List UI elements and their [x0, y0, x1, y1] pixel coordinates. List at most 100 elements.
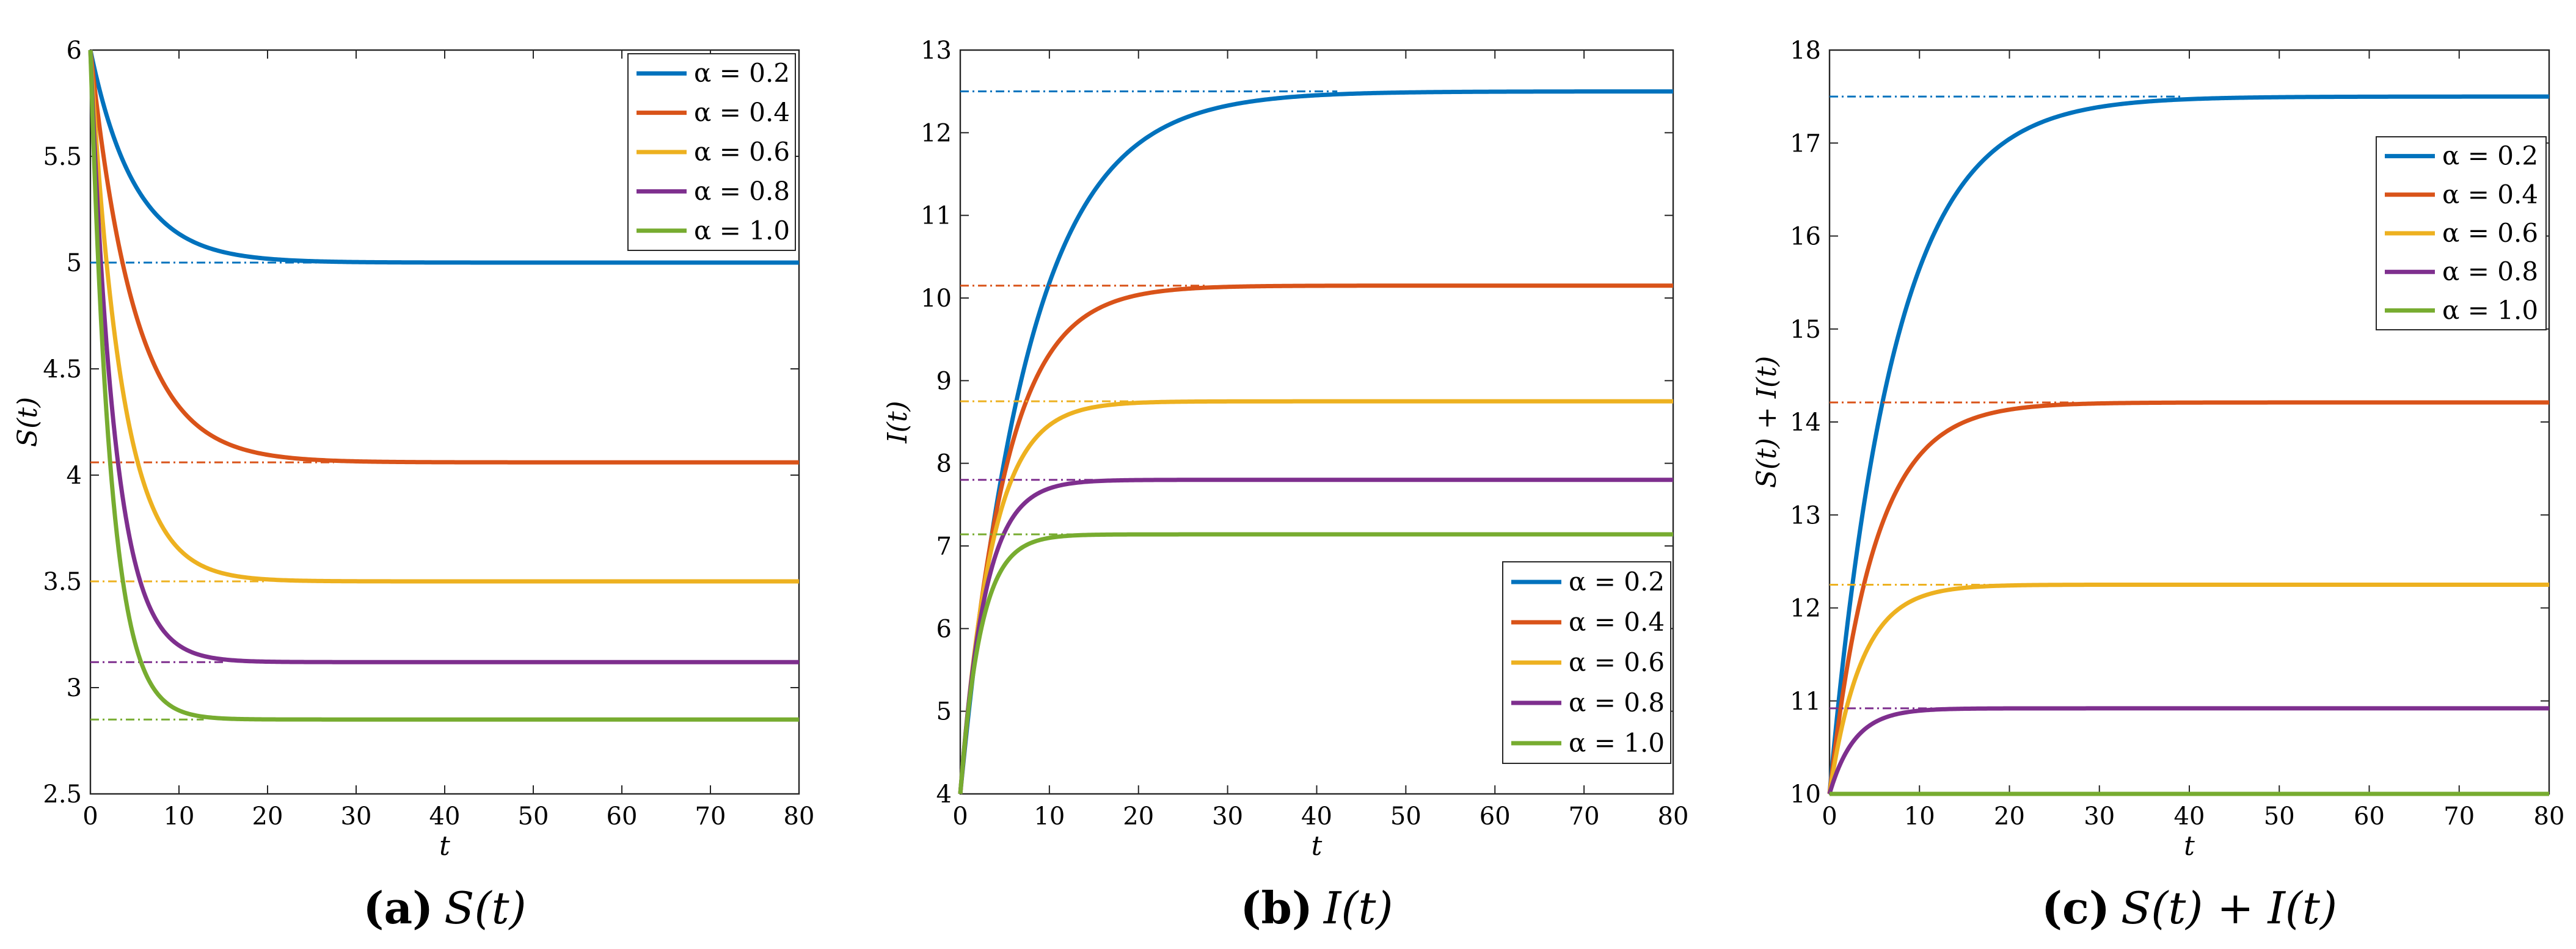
panel-label: (b): [1240, 882, 1312, 934]
x-tick-label: 80: [2534, 802, 2565, 831]
panel-title: S(t): [444, 882, 526, 934]
x-axis-label: t: [439, 831, 450, 862]
legend-entry-label: α = 0.6: [694, 137, 790, 167]
x-tick-label: 30: [1212, 802, 1243, 831]
y-tick-label: 13: [921, 37, 952, 65]
x-tick-label: 0: [952, 802, 968, 831]
x-tick-label: 50: [2264, 802, 2295, 831]
y-tick-label: 5: [936, 698, 952, 726]
y-tick-label: 10: [921, 285, 952, 313]
x-tick-label: 20: [1123, 802, 1154, 831]
y-tick-label: 17: [1790, 129, 1821, 158]
x-tick-label: 70: [695, 802, 726, 831]
x-tick-label: 0: [82, 802, 98, 831]
y-tick-label: 3.5: [43, 568, 82, 596]
y-tick-label: 9: [936, 367, 952, 395]
series-line: [88, 49, 800, 664]
x-tick-label: 30: [2084, 802, 2115, 831]
panel-caption: (b) I(t): [1240, 882, 1393, 934]
y-tick-label: 4: [67, 462, 82, 490]
panel-label: (a): [363, 882, 433, 934]
x-tick-label: 0: [1822, 802, 1837, 831]
y-tick-label: 4: [936, 780, 952, 809]
series-line: [958, 283, 1674, 794]
legend-entry-label: α = 1.0: [2442, 295, 2538, 325]
series-line: [1827, 706, 2550, 795]
panel-title: I(t): [1323, 882, 1393, 934]
legend-entry-label: α = 1.0: [694, 216, 790, 245]
series-line: [1827, 582, 2550, 794]
y-tick-label: 11: [921, 202, 952, 230]
y-axis-label: S(t) + I(t): [1751, 356, 1782, 488]
y-tick-label: 4.5: [43, 355, 82, 384]
legend-entry-label: α = 0.2: [2442, 141, 2538, 171]
legend-entry-label: α = 0.8: [694, 176, 790, 206]
series-line: [958, 399, 1674, 794]
y-tick-label: 5.5: [43, 143, 82, 171]
legend-entry-label: α = 0.8: [2442, 256, 2538, 286]
legend-entry-label: α = 0.4: [1569, 607, 1665, 637]
x-tick-label: 20: [1994, 802, 2025, 831]
panel-label: (c): [2041, 882, 2110, 934]
y-tick-label: 11: [1790, 688, 1821, 716]
legend-entry-label: α = 0.4: [2442, 180, 2538, 209]
x-tick-label: 60: [1480, 802, 1511, 831]
y-axis-label: S(t): [12, 397, 43, 447]
y-tick-label: 12: [1790, 595, 1821, 623]
x-axis-label: t: [2184, 831, 2195, 862]
legend-entry-label: α = 0.8: [1569, 688, 1665, 718]
series-line: [88, 49, 800, 465]
y-tick-label: 10: [1790, 780, 1821, 809]
y-tick-label: 2.5: [43, 780, 82, 809]
x-tick-label: 80: [784, 802, 815, 831]
series-line: [958, 478, 1674, 794]
y-tick-label: 13: [1790, 501, 1821, 529]
y-tick-label: 18: [1790, 37, 1821, 65]
y-tick-label: 7: [936, 533, 952, 561]
y-tick-label: 6: [67, 37, 82, 65]
y-tick-label: 12: [921, 119, 952, 147]
series-line: [88, 49, 800, 265]
x-tick-label: 40: [1301, 802, 1332, 831]
series-line: [88, 49, 800, 722]
series-line: [1827, 400, 2550, 794]
x-axis-label: t: [1312, 831, 1323, 862]
legend: α = 0.2 α = 0.4 α = 0.6 α = 0.8 α = 1.0: [2376, 136, 2547, 330]
series-line: [88, 49, 800, 584]
legend-entry-label: α = 0.2: [694, 58, 790, 88]
x-tick-label: 10: [164, 802, 195, 831]
legend-entry-label: α = 0.4: [694, 98, 790, 128]
legend-entry-label: α = 0.2: [1569, 567, 1665, 597]
y-tick-label: 8: [936, 450, 952, 478]
legend-entry-label: α = 1.0: [1569, 728, 1665, 758]
y-tick-label: 3: [67, 674, 82, 702]
series-line: [1827, 94, 2550, 794]
y-tick-label: 6: [936, 615, 952, 643]
y-tick-label: 14: [1790, 409, 1821, 437]
panel-caption: (a) S(t): [363, 882, 526, 934]
legend-entry-label: α = 0.6: [1569, 647, 1665, 677]
x-tick-label: 80: [1658, 802, 1689, 831]
legend: α = 0.2 α = 0.4 α = 0.6 α = 0.8 α = 1.0: [1502, 561, 1671, 764]
chart-panel-0: 0 10 20 30 40 50 60 70 80 2.5 3 3.5 4 4.5 5 5.5 6 t S(t) α …: [12, 37, 814, 934]
series-line: [958, 532, 1674, 794]
x-tick-label: 30: [341, 802, 372, 831]
x-tick-label: 10: [1904, 802, 1935, 831]
x-tick-label: 10: [1034, 802, 1065, 831]
y-axis-label: I(t): [882, 401, 913, 443]
panel-caption: (c) S(t) + I(t): [2041, 882, 2337, 934]
x-tick-label: 60: [607, 802, 638, 831]
x-tick-label: 50: [1390, 802, 1421, 831]
y-tick-label: 5: [67, 249, 82, 277]
x-tick-label: 40: [429, 802, 461, 831]
x-tick-label: 20: [252, 802, 283, 831]
x-tick-label: 50: [518, 802, 549, 831]
panel-title: S(t) + I(t): [2121, 882, 2337, 934]
x-tick-label: 70: [1569, 802, 1600, 831]
y-tick-label: 16: [1790, 223, 1821, 251]
y-tick-label: 15: [1790, 316, 1821, 344]
legend-entry-label: α = 0.6: [2442, 218, 2538, 248]
legend: α = 0.2 α = 0.4 α = 0.6 α = 0.8 α = 1.0: [627, 53, 796, 251]
